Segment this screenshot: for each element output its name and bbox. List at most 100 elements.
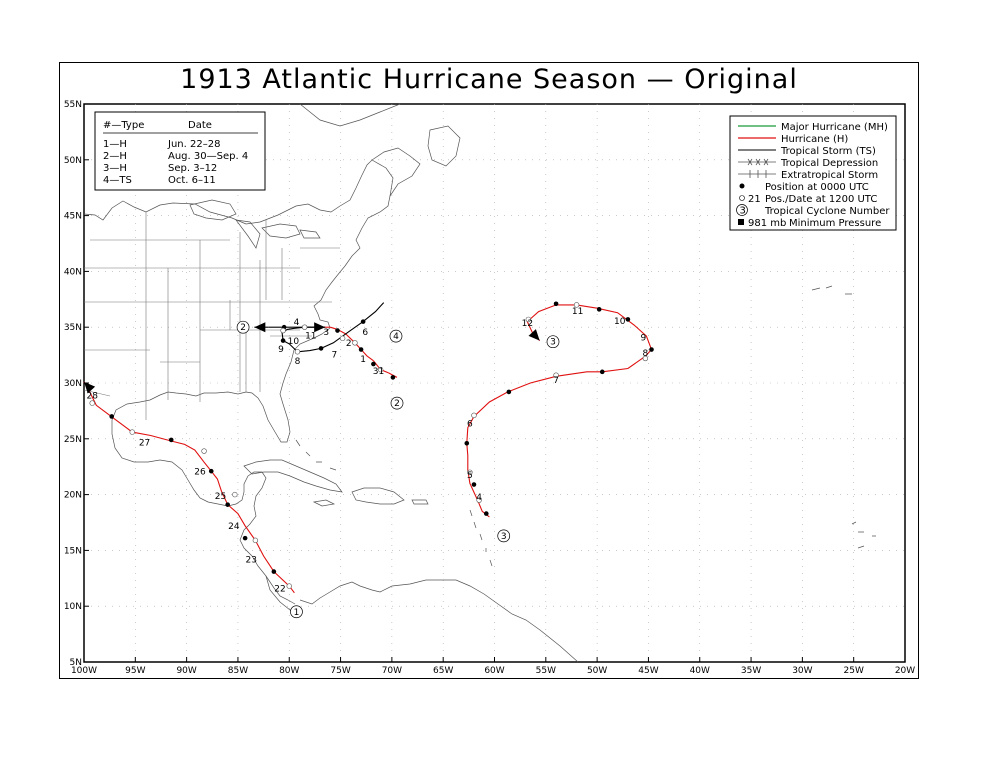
position-0000-dot bbox=[109, 414, 115, 419]
position-0000-dot bbox=[464, 440, 470, 446]
storm-3-arrow bbox=[528, 329, 540, 341]
lon-tick-label: 90W bbox=[176, 666, 196, 676]
cyclone-number-marker bbox=[290, 605, 303, 619]
track-date-label: 7 bbox=[553, 376, 559, 386]
state-borders bbox=[83, 212, 340, 420]
position-1200-dot bbox=[294, 349, 301, 355]
lat-tick-label: 45N bbox=[64, 212, 82, 222]
storm-table-header-date: Date bbox=[188, 120, 212, 131]
track-line bbox=[83, 381, 295, 594]
north-america-coast bbox=[83, 159, 394, 605]
position-0000-dot bbox=[225, 502, 230, 507]
storm-table-row-2-date: Aug. 30—Sep. 4 bbox=[168, 151, 248, 162]
lon-tick-label: 50W bbox=[587, 666, 607, 676]
storm-table-row-2-type: 2—H bbox=[103, 151, 127, 162]
track-date-label: 26 bbox=[194, 468, 206, 478]
cyclone-number-marker bbox=[546, 335, 560, 349]
track-line bbox=[466, 304, 653, 518]
labrador-coast bbox=[299, 103, 401, 127]
legend-min-pressure-unit: 981 mb bbox=[748, 218, 786, 229]
position-0000-dot bbox=[335, 328, 340, 333]
cyclone-number-marker bbox=[497, 529, 511, 543]
map-frame bbox=[59, 62, 919, 679]
cyclone-number-label: 1 bbox=[294, 608, 300, 618]
position-0000-dot bbox=[625, 317, 631, 322]
position-0000-dot bbox=[483, 511, 489, 516]
position-1200-dot bbox=[476, 497, 482, 503]
position-1200-dot bbox=[201, 448, 207, 454]
legend-min-pressure-label: Minimum Pressure bbox=[789, 218, 881, 229]
cyclone-number-label: 3 bbox=[501, 532, 507, 542]
position-1200-dot bbox=[129, 429, 135, 435]
track-date-label: 12 bbox=[522, 319, 533, 329]
lat-tick-label: 5N bbox=[70, 658, 82, 668]
puerto-rico-coast bbox=[411, 499, 429, 505]
lon-tick-label: 80W bbox=[279, 666, 299, 676]
position-0000-dot bbox=[390, 375, 396, 380]
storm-4-arrow bbox=[314, 322, 326, 333]
cape-verde-islands bbox=[851, 521, 876, 549]
cyclone-number-label: 2 bbox=[240, 323, 246, 333]
lon-tick-label: 95W bbox=[125, 666, 145, 676]
storm-table-row-3-type: 3—H bbox=[103, 163, 127, 174]
azores-islands bbox=[811, 285, 852, 295]
cyclone-number-label: 4 bbox=[393, 332, 399, 342]
position-0000-dot bbox=[553, 301, 559, 307]
track-segment bbox=[366, 355, 374, 362]
newfoundland-coast bbox=[427, 125, 461, 167]
legend-min-pressure-marker bbox=[738, 219, 744, 225]
position-0000-dot bbox=[599, 369, 605, 375]
position-1200-dot bbox=[89, 400, 95, 406]
jamaica-coast bbox=[312, 499, 336, 507]
storm-table: #—Type Date 1—H Jun. 22–28 2—H Aug. 30—S… bbox=[94, 111, 266, 191]
position-0000-dot bbox=[471, 482, 477, 487]
position-0000-dot bbox=[168, 437, 174, 443]
lon-tick-label: 40W bbox=[690, 666, 710, 676]
track-date-label: 6 bbox=[362, 328, 368, 338]
position-0000-dot bbox=[318, 346, 324, 351]
storm-table-row-4-date: Oct. 6–11 bbox=[168, 175, 216, 186]
storm-table-header-type: #—Type bbox=[103, 120, 144, 131]
axis-tick-labels: 100W 95W 90W 85W 80W 75W 70W 65W 60W 55W 50W 45W 40W… bbox=[64, 100, 915, 676]
track-date-label: 22 bbox=[274, 585, 285, 595]
track-line bbox=[281, 302, 385, 353]
storm-table-row-1-date: Jun. 22–28 bbox=[167, 139, 220, 150]
legend-cyclone-number-label: Tropical Cyclone Number bbox=[764, 206, 890, 217]
storm-table-row-3-date: Sep. 3–12 bbox=[168, 163, 217, 174]
position-1200-dot bbox=[573, 302, 580, 308]
track-date-label: 31 bbox=[373, 367, 384, 377]
position-1200-dot bbox=[352, 340, 358, 346]
track-date-label: 5 bbox=[467, 471, 473, 481]
cyclone-number-marker bbox=[390, 396, 404, 410]
storm-table-row-1-type: 1—H bbox=[103, 139, 127, 150]
position-1200-dot bbox=[301, 324, 308, 330]
track-date-label: 10 bbox=[614, 317, 626, 327]
position-1200-dot bbox=[642, 355, 649, 362]
lon-tick-label: 35W bbox=[741, 666, 761, 676]
track-date-label: 7 bbox=[332, 350, 338, 360]
track-date-label: 6 bbox=[467, 420, 473, 430]
lon-tick-label: 55W bbox=[536, 666, 556, 676]
storm-table-row-4-type: 4—TS bbox=[103, 175, 132, 186]
lon-tick-label: 60W bbox=[484, 666, 504, 676]
track-date-label: 11 bbox=[572, 307, 583, 317]
bahamas-islands bbox=[295, 439, 337, 471]
legend-major-hurricane-label: Major Hurricane (MH) bbox=[781, 122, 888, 133]
legend-position-1200-date: 21 bbox=[748, 194, 761, 205]
lat-tick-label: 25N bbox=[64, 435, 82, 445]
nova-scotia-coast bbox=[371, 147, 421, 197]
hispaniola-coast bbox=[351, 487, 405, 505]
position-0000-dot bbox=[208, 468, 214, 474]
track-date-label: 9 bbox=[640, 334, 646, 344]
track-date-label: 2 bbox=[346, 339, 352, 349]
lon-tick-label: 75W bbox=[330, 666, 350, 676]
position-1200-dot bbox=[339, 335, 346, 342]
track-date-label: 25 bbox=[215, 492, 226, 502]
track-date-label: 10 bbox=[288, 337, 300, 347]
position-1200-dot bbox=[525, 316, 532, 323]
position-1200-dot bbox=[377, 366, 384, 373]
lat-tick-label: 50N bbox=[64, 156, 82, 166]
position-0000-dot bbox=[360, 319, 366, 324]
position-0000-dot bbox=[596, 307, 602, 312]
